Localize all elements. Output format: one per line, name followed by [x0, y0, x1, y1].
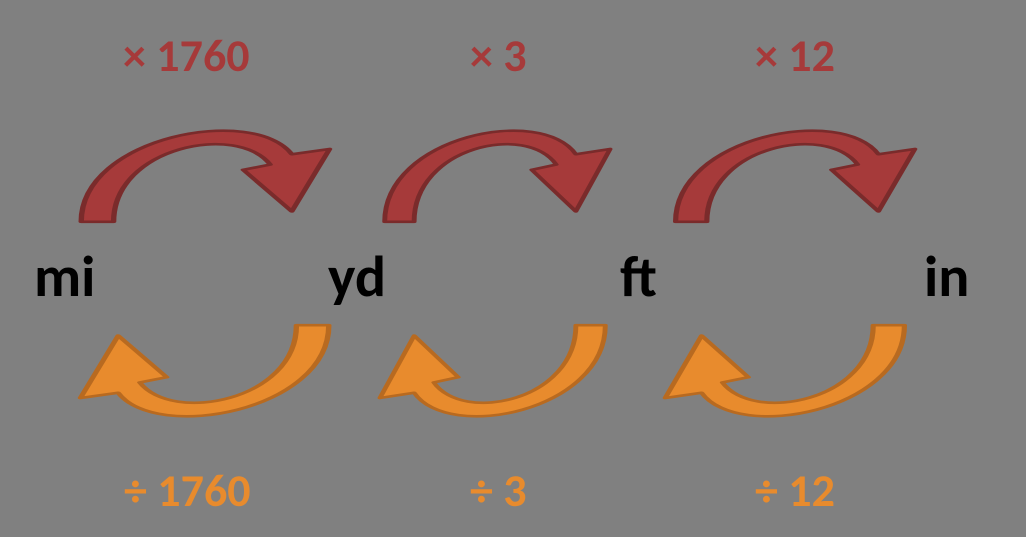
unit-yd: yd	[328, 248, 386, 306]
op-bot-1: ÷ 1760	[124, 468, 251, 514]
op-top-2: × 3	[470, 33, 527, 79]
unit-mi: mi	[34, 248, 95, 306]
arrow-bot-3	[660, 320, 920, 450]
arrow-top-2	[370, 97, 615, 227]
op-top-1: × 1760	[123, 33, 250, 79]
op-bot-2: ÷ 3	[470, 468, 527, 514]
arrow-top-1	[65, 97, 335, 227]
op-bot-3: ÷ 12	[755, 468, 835, 514]
unit-in: in	[924, 248, 969, 306]
op-top-3: × 12	[755, 33, 835, 79]
arrow-top-3	[660, 97, 920, 227]
arrow-bot-1	[75, 320, 345, 450]
unit-ft: ft	[620, 248, 657, 306]
arrow-bot-2	[375, 320, 620, 450]
